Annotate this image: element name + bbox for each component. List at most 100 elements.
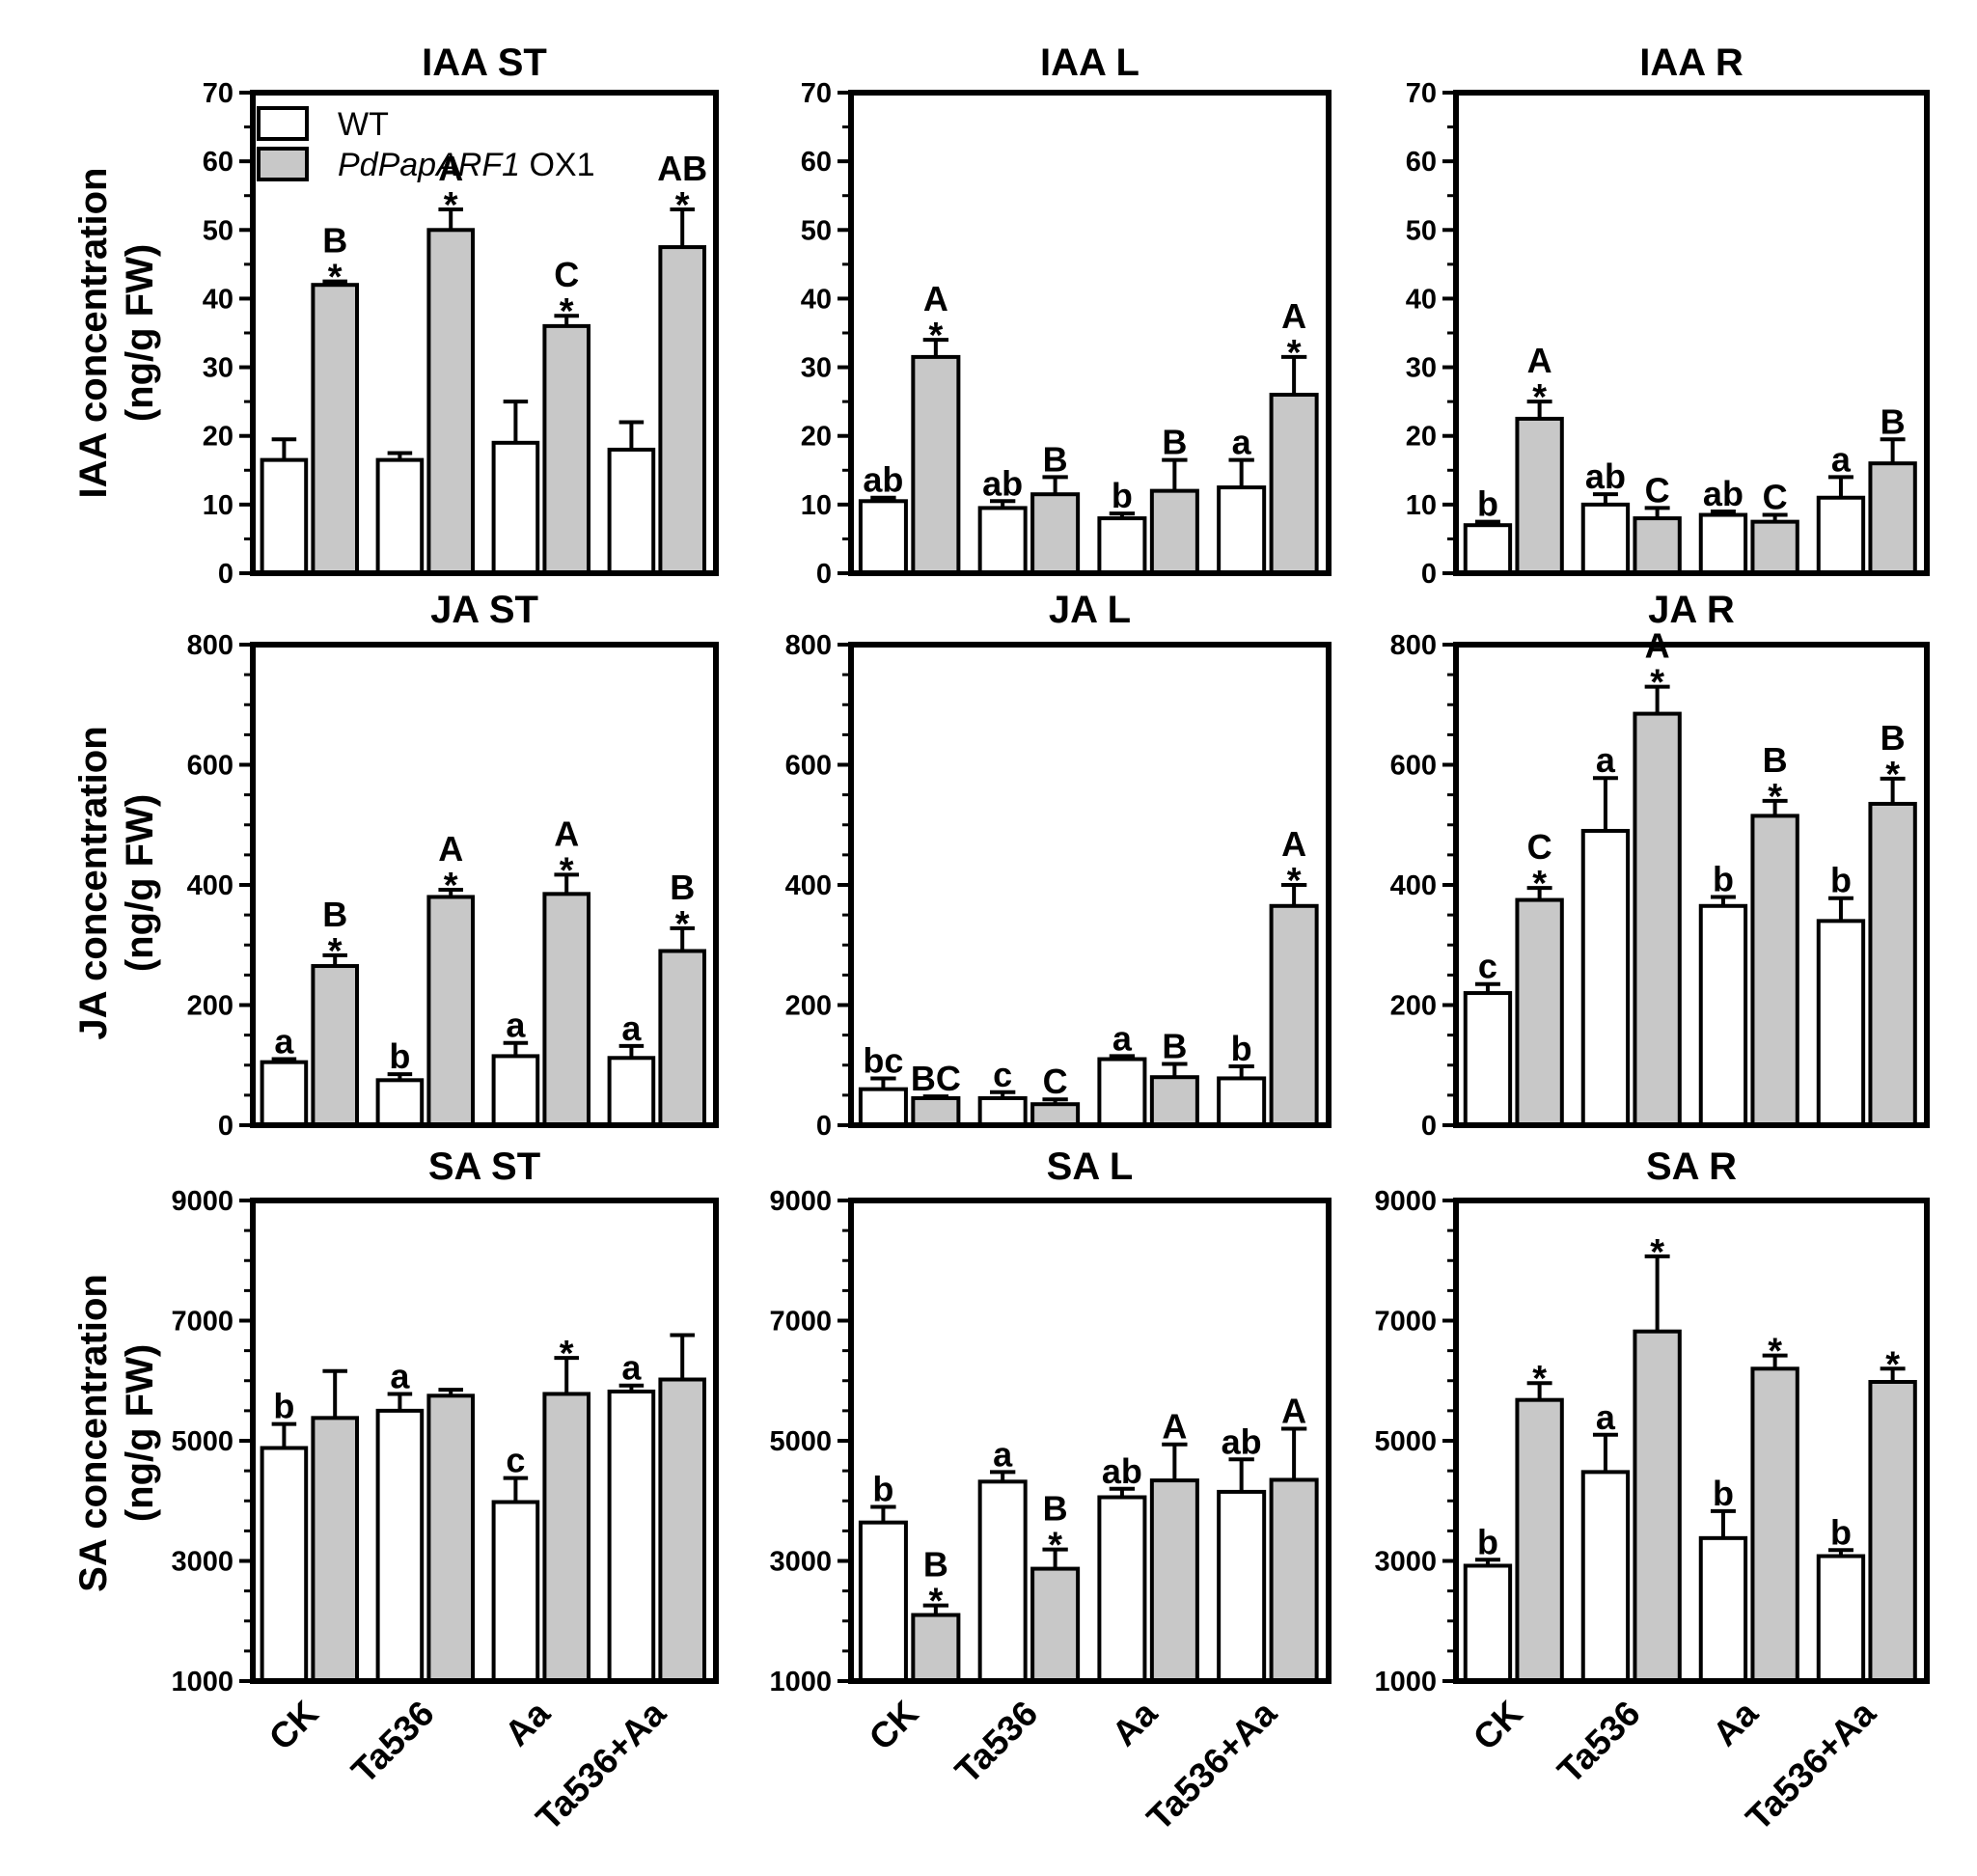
bar-wt-ck bbox=[858, 1520, 908, 1684]
legend-swatch-ox1 bbox=[257, 147, 309, 181]
bar-ox1-ck bbox=[911, 354, 961, 575]
significance-star: * bbox=[560, 291, 574, 332]
panel-frame bbox=[848, 642, 1332, 1128]
panel-title-ja-l: JA L bbox=[1049, 589, 1131, 631]
group-letter: ab bbox=[1703, 474, 1744, 513]
bar-ox1-ck bbox=[311, 1416, 359, 1683]
bar-ox1-ta536 bbox=[1633, 711, 1682, 1128]
group-letter: A bbox=[1162, 1407, 1187, 1447]
group-letter: a bbox=[1596, 1397, 1616, 1437]
bar-ox1-ck bbox=[1515, 416, 1564, 575]
bar-ox1-aa bbox=[1149, 488, 1199, 575]
category-label-ck: CK bbox=[1466, 1693, 1530, 1757]
y-tick-label: 20 bbox=[801, 422, 832, 453]
y-tick-label: 10 bbox=[203, 490, 233, 521]
y-tick-label: 600 bbox=[187, 751, 233, 782]
y-tick-label: 5000 bbox=[171, 1426, 233, 1457]
y-tick-label: 600 bbox=[785, 751, 832, 782]
bar-ox1-ta536 bbox=[1030, 1102, 1081, 1128]
significance-star: * bbox=[1532, 1359, 1547, 1399]
group-letter: a bbox=[621, 1008, 642, 1048]
y-tick-label: 60 bbox=[203, 147, 233, 178]
y-tick-label: 40 bbox=[1406, 284, 1437, 315]
bar-wt-aa bbox=[1698, 903, 1748, 1127]
group-letter: a bbox=[1596, 740, 1616, 780]
y-tick-label: 400 bbox=[1390, 870, 1437, 901]
y-tick-label: 5000 bbox=[769, 1426, 832, 1457]
group-letter: b bbox=[389, 1036, 410, 1076]
bar-ox1-ta536 bbox=[1633, 516, 1682, 575]
significance-star: * bbox=[1650, 663, 1664, 704]
bar-wt-ta536-aa bbox=[1816, 1554, 1866, 1684]
group-letter: B bbox=[1043, 439, 1068, 479]
category-label-ta536: Ta536 bbox=[947, 1694, 1045, 1791]
y-tick-label: 50 bbox=[801, 215, 832, 246]
group-letter: b bbox=[1713, 1474, 1734, 1513]
group-letter: ab bbox=[1102, 1451, 1142, 1491]
significance-star: * bbox=[1048, 1526, 1062, 1566]
y-tick-label: 20 bbox=[1406, 422, 1437, 453]
group-letter: A bbox=[438, 149, 463, 188]
significance-star: * bbox=[560, 850, 574, 891]
group-letter: b bbox=[1713, 859, 1734, 898]
group-letter: B bbox=[322, 895, 347, 934]
panel-title-iaa-r: IAA R bbox=[1639, 41, 1744, 84]
group-letter: b bbox=[1830, 861, 1852, 900]
category-label-ta536: Ta536 bbox=[343, 1694, 441, 1791]
group-letter: b bbox=[872, 1469, 893, 1508]
bar-ox1-aa bbox=[1750, 519, 1799, 576]
bar-ox1-aa bbox=[1750, 1366, 1799, 1684]
significance-star: * bbox=[675, 904, 690, 945]
group-letter: a bbox=[1112, 1018, 1133, 1058]
y-tick-label: 70 bbox=[1406, 78, 1437, 109]
y-tick-label: 60 bbox=[1406, 147, 1437, 178]
bar-ox1-aa bbox=[542, 892, 591, 1128]
y-tick-label: 7000 bbox=[769, 1307, 832, 1338]
group-letter: B bbox=[1043, 1489, 1068, 1529]
bar-wt-ta536-aa bbox=[1217, 1489, 1267, 1683]
bar-ox1-ta536-aa bbox=[1269, 903, 1319, 1127]
y-tick-label: 10 bbox=[801, 490, 832, 521]
significance-star: * bbox=[1532, 864, 1547, 904]
bar-wt-ta536 bbox=[1580, 502, 1631, 575]
category-label-ta536: Ta536 bbox=[1550, 1694, 1647, 1791]
legend: WT PdPapARF1 OX1 bbox=[257, 106, 594, 183]
bar-wt-ck bbox=[260, 457, 309, 575]
group-letter: A bbox=[1281, 824, 1306, 864]
bar-wt-aa bbox=[491, 1054, 540, 1127]
significance-star: * bbox=[1650, 1232, 1664, 1273]
y-tick-label: 10 bbox=[1406, 490, 1437, 521]
bar-wt-ck bbox=[260, 1060, 309, 1127]
group-letter: b bbox=[1112, 476, 1133, 515]
bar-wt-aa bbox=[1097, 1495, 1147, 1684]
group-letter: ab bbox=[1585, 456, 1626, 496]
bar-ox1-ta536-aa bbox=[1868, 1379, 1917, 1683]
bar-wt-ta536-aa bbox=[607, 447, 656, 576]
bar-wt-aa bbox=[491, 440, 540, 576]
y-tick-label: 800 bbox=[785, 630, 832, 661]
y-tick-label: 60 bbox=[801, 147, 832, 178]
bar-ox1-aa bbox=[542, 1392, 591, 1683]
bar-wt-ta536-aa bbox=[1816, 919, 1866, 1127]
bar-wt-ta536 bbox=[977, 1095, 1028, 1128]
group-letter: A bbox=[438, 829, 463, 869]
significance-star: * bbox=[1885, 1344, 1900, 1385]
bar-ox1-ta536 bbox=[1633, 1329, 1682, 1683]
y-tick-label: 40 bbox=[203, 284, 233, 315]
panel-frame bbox=[848, 1198, 1332, 1684]
bar-ox1-aa bbox=[542, 323, 591, 575]
significance-star: * bbox=[328, 258, 343, 298]
significance-star: * bbox=[928, 1582, 943, 1622]
row-ylabel-ja-line1: JA concentration bbox=[72, 726, 115, 1039]
y-tick-label: 9000 bbox=[1374, 1186, 1437, 1217]
bar-wt-aa bbox=[1097, 1057, 1147, 1128]
bar-ox1-ta536-aa bbox=[1269, 393, 1319, 575]
bar-wt-ck bbox=[858, 1087, 908, 1128]
bar-wt-ta536 bbox=[977, 1479, 1028, 1683]
bar-ox1-ck bbox=[311, 964, 359, 1127]
